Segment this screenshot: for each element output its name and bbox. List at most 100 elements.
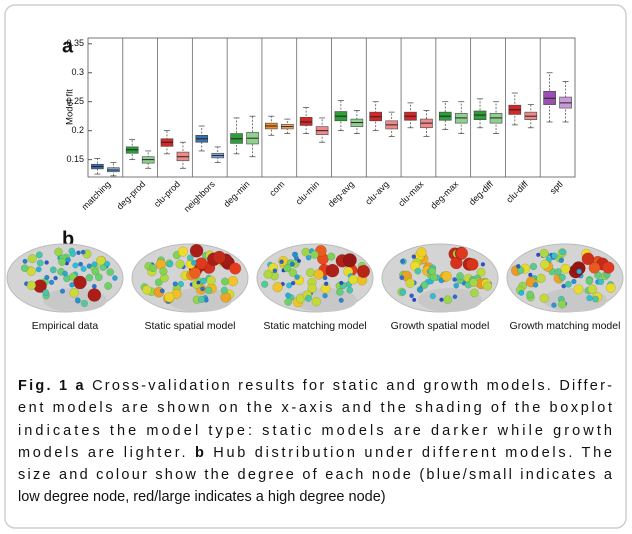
node xyxy=(412,297,417,302)
node xyxy=(22,258,28,264)
node xyxy=(539,248,549,258)
node xyxy=(565,280,572,288)
node xyxy=(585,277,594,285)
node xyxy=(104,260,111,268)
caption-line: ent models are shown on the x-axis and t… xyxy=(18,400,612,416)
node xyxy=(73,275,87,290)
node xyxy=(58,257,67,266)
node xyxy=(453,282,460,289)
node xyxy=(212,250,226,264)
y-tick-label: 0.2 xyxy=(71,125,84,135)
node xyxy=(49,266,57,274)
caption-panel: a xyxy=(76,378,85,394)
node xyxy=(528,272,533,277)
node xyxy=(588,262,601,274)
node xyxy=(177,246,188,257)
node xyxy=(69,250,77,258)
node xyxy=(59,288,66,294)
node xyxy=(86,263,92,269)
node xyxy=(284,298,293,306)
node xyxy=(581,252,595,266)
node xyxy=(558,300,567,309)
node xyxy=(286,282,293,289)
node xyxy=(104,282,113,290)
node xyxy=(304,294,312,302)
node xyxy=(53,275,58,281)
node xyxy=(551,302,557,308)
node xyxy=(339,280,344,285)
node xyxy=(573,284,584,295)
node xyxy=(452,277,457,282)
y-tick-label: 0.35 xyxy=(66,38,84,48)
node xyxy=(416,247,427,258)
node xyxy=(91,261,98,268)
node xyxy=(443,295,453,304)
node xyxy=(301,247,311,257)
node xyxy=(142,285,152,295)
brain-label: Growth spatial model xyxy=(391,320,490,332)
node xyxy=(186,254,194,262)
node xyxy=(220,291,232,303)
node xyxy=(338,297,344,303)
x-tick-label: clu-avg xyxy=(363,179,391,207)
node xyxy=(148,264,157,273)
node xyxy=(311,297,321,307)
node xyxy=(405,278,415,288)
node xyxy=(414,267,422,275)
x-tick-label: clu-min xyxy=(294,179,322,207)
node xyxy=(91,267,100,276)
x-tick-label: clu-diff xyxy=(504,179,530,205)
node xyxy=(283,264,292,273)
fig-label: Fig. 1 xyxy=(18,378,67,394)
node xyxy=(455,247,468,260)
node xyxy=(470,288,479,298)
node xyxy=(91,283,97,289)
node xyxy=(36,259,44,267)
node xyxy=(279,259,284,265)
y-tick-label: 0.3 xyxy=(71,67,84,77)
node xyxy=(272,282,283,293)
panel-label: a xyxy=(62,35,74,57)
caption-line: size and colour show the degree of each … xyxy=(18,467,613,483)
node xyxy=(65,257,71,263)
node xyxy=(80,265,87,272)
x-tick-label: sptl xyxy=(548,179,565,196)
node xyxy=(356,264,371,278)
node xyxy=(294,274,300,280)
node xyxy=(20,264,29,273)
node xyxy=(428,267,437,276)
node xyxy=(154,278,163,287)
caption-panel: b xyxy=(195,445,204,461)
x-tick-label: deg-prod xyxy=(115,179,148,212)
node xyxy=(74,297,81,303)
node xyxy=(290,280,296,286)
node xyxy=(540,259,550,270)
node xyxy=(261,280,269,288)
node xyxy=(48,279,55,286)
node xyxy=(400,258,406,264)
node xyxy=(480,262,486,267)
node xyxy=(76,250,81,256)
node xyxy=(466,258,479,271)
node xyxy=(452,294,458,300)
node xyxy=(292,251,298,258)
node xyxy=(439,297,444,302)
node xyxy=(417,287,423,293)
node xyxy=(206,275,216,286)
node xyxy=(529,262,538,271)
node xyxy=(44,260,49,265)
node xyxy=(196,280,201,285)
node xyxy=(172,281,178,287)
brain-label: Empirical data xyxy=(32,320,99,332)
node xyxy=(313,269,324,280)
node xyxy=(559,248,566,256)
caption-line: models are lighter. b Hub distribution u… xyxy=(18,445,612,461)
node xyxy=(411,254,417,259)
node xyxy=(409,293,414,299)
node xyxy=(112,275,118,281)
node xyxy=(42,289,50,296)
node xyxy=(348,274,359,285)
node xyxy=(305,268,315,278)
y-tick-label: 0.25 xyxy=(66,96,84,106)
node xyxy=(571,278,577,285)
